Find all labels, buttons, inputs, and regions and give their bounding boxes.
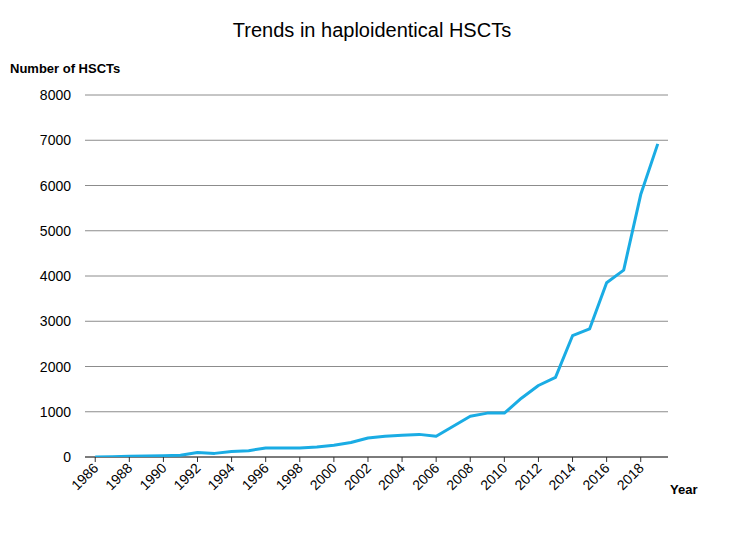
x-tick-label: 1994 [204, 460, 237, 493]
x-tick [640, 457, 641, 462]
y-tick-label: 4000 [40, 268, 71, 284]
x-tick [95, 457, 96, 462]
x-tick [572, 457, 573, 462]
x-tick-label: 2008 [443, 460, 476, 493]
x-axis-label: Year [670, 482, 697, 497]
x-tick [265, 457, 266, 462]
x-tick-label: 2004 [375, 460, 408, 493]
grid-line [85, 95, 668, 96]
x-tick-label: 1992 [170, 460, 203, 493]
x-tick-label: 2000 [307, 460, 340, 493]
chart: Trends in haploidentical HSCTs Number of … [0, 0, 740, 555]
x-tick-label: 2006 [409, 460, 442, 493]
x-tick-label: 1988 [102, 460, 135, 493]
grid-line [85, 185, 668, 186]
x-tick-label: 1986 [68, 460, 101, 493]
x-tick [231, 457, 232, 462]
y-tick-label: 5000 [40, 223, 71, 239]
x-tick-label: 2010 [477, 460, 510, 493]
x-tick-label: 2016 [579, 460, 612, 493]
y-tick-label: 2000 [40, 359, 71, 375]
grid-line [85, 276, 668, 277]
grid-line [85, 230, 668, 231]
y-tick-label: 8000 [40, 87, 71, 103]
x-tick-label: 2014 [545, 460, 578, 493]
x-tick-label: 1990 [136, 460, 169, 493]
x-tick [163, 457, 164, 462]
x-tick [197, 457, 198, 462]
x-tick [367, 457, 368, 462]
y-tick-label: 1000 [40, 404, 71, 420]
x-tick [504, 457, 505, 462]
grid-line [85, 366, 668, 367]
grid-line [85, 321, 668, 322]
x-tick [129, 457, 130, 462]
y-axis-label: Number of HSCTs [10, 61, 120, 76]
plot-area [95, 144, 658, 457]
x-tick-label: 2012 [511, 460, 544, 493]
grid-line [85, 140, 668, 141]
y-tick-label: 7000 [40, 132, 71, 148]
x-tick-label: 2002 [341, 460, 374, 493]
x-tick [470, 457, 471, 462]
data-line [95, 144, 658, 457]
x-tick [436, 457, 437, 462]
y-tick-label: 3000 [40, 313, 71, 329]
x-tick-label: 1998 [273, 460, 306, 493]
x-tick-label: 2018 [614, 460, 647, 493]
x-tick [606, 457, 607, 462]
y-tick-label: 6000 [40, 178, 71, 194]
x-tick-label: 1996 [238, 460, 271, 493]
x-tick [333, 457, 334, 462]
x-tick [402, 457, 403, 462]
title: Trends in haploidentical HSCTs [233, 19, 511, 41]
grid-line [85, 411, 668, 412]
y-tick-label: 0 [63, 449, 71, 465]
x-tick [538, 457, 539, 462]
x-tick [299, 457, 300, 462]
